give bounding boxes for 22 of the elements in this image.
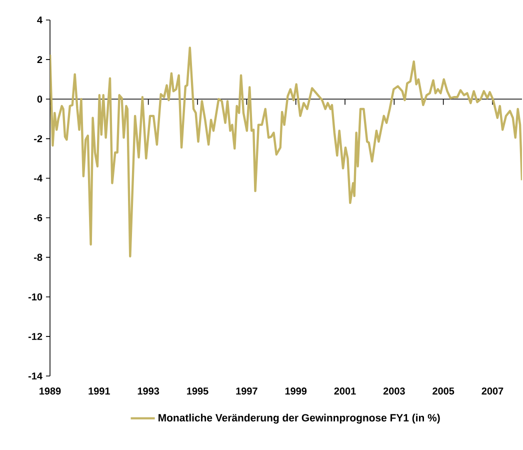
x-tick-label: 1999	[285, 388, 307, 395]
x-tick-label: 1995	[187, 388, 208, 395]
y-tick-label: 2	[37, 56, 42, 64]
legend-label: Monatliche Veränderung der Gewinnprognose FY1 (in %)	[158, 414, 440, 424]
x-tick-label: 1997	[236, 388, 258, 395]
x-tick-label: 2007	[482, 388, 504, 395]
x-tick-label: 2001	[334, 388, 356, 395]
x-tick-label: 1991	[88, 388, 110, 395]
y-tick-label: -14	[28, 372, 42, 380]
y-tick-label: -12	[28, 332, 42, 340]
x-tick-label: 1993	[138, 388, 160, 395]
line-series	[50, 46, 522, 258]
y-tick-label: -6	[34, 214, 42, 222]
y-tick-label: -10	[28, 293, 42, 300]
x-tick-label: 2003	[383, 388, 405, 395]
y-tick-label: -8	[34, 254, 42, 261]
x-tick-label: 2005	[432, 388, 454, 395]
y-tick-label: 0	[37, 96, 42, 103]
y-tick-label: -2	[34, 135, 42, 142]
x-tick-label: 1989	[40, 388, 61, 395]
y-tick-label: 4	[37, 16, 42, 24]
y-tick-label: -4	[34, 174, 42, 182]
